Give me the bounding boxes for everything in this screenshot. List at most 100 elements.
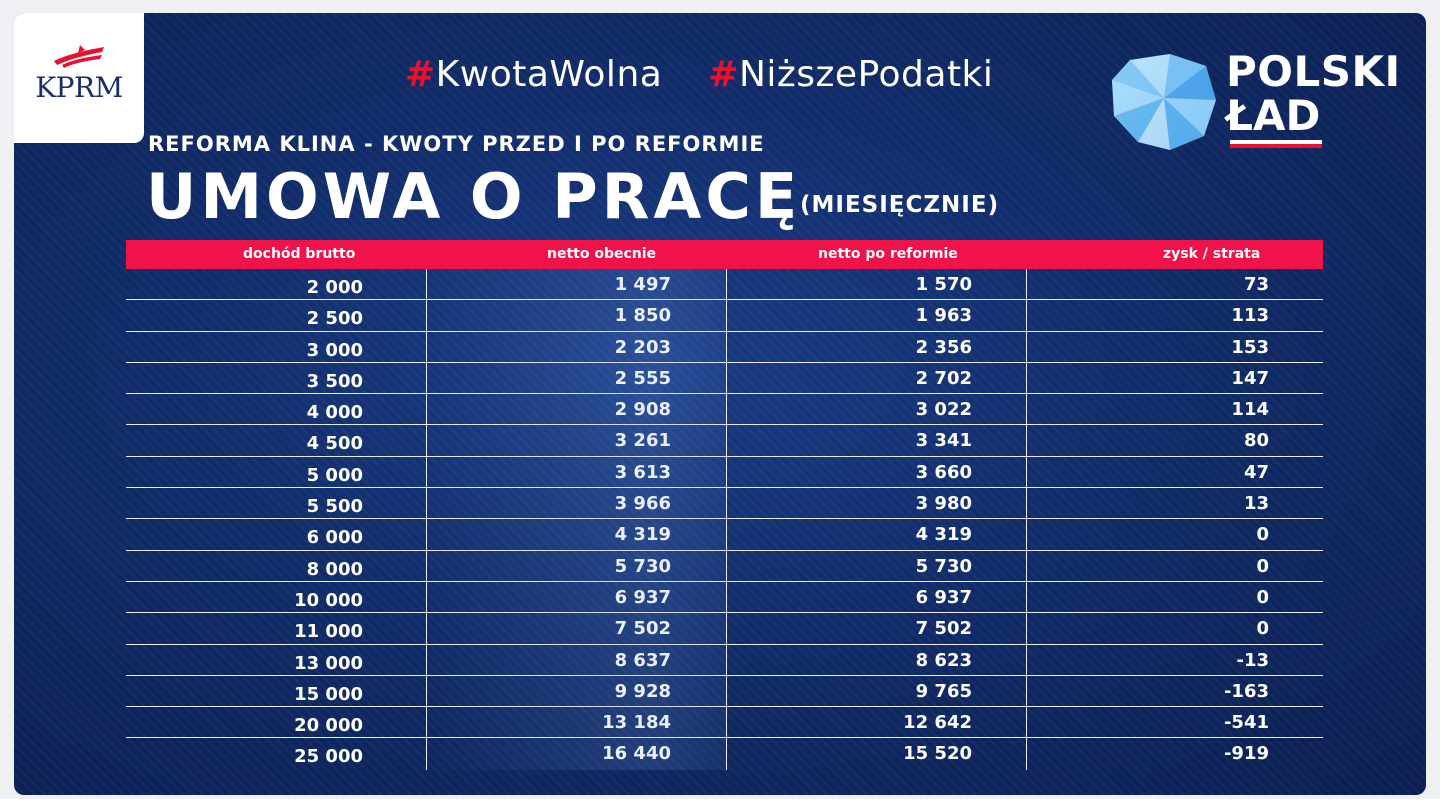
table-body: 2 000 1 497 1 570 73 2 500 1 850 1 963 113 3 000… [126,269,1323,770]
data-table: dochód brutto netto obecnie netto po ref… [126,240,1323,770]
table-cell: -541 [1026,707,1323,738]
table-cell: 0 [1026,581,1323,613]
polski-lad-logo: POLSKI ŁAD [1226,50,1401,138]
table-cell: 113 [1026,300,1323,331]
table-cell: 2 908 [426,394,726,425]
table-cell: -13 [1026,644,1323,675]
table-cell: 6 937 [726,581,1026,613]
table-row: 10 000 6 937 6 937 0 [126,581,1323,614]
table-cell: 9 765 [726,675,1026,707]
footer-strip [0,799,1440,811]
column-header: netto po reformie [818,246,958,262]
hashtags: #KwotaWolna #NiższePodatki [405,54,1027,95]
table-cell: 153 [1026,331,1323,362]
subtitle: REFORMA KLINA - KWOTY PRZED I PO REFORMI… [148,132,765,156]
table-cell: 147 [1026,362,1323,394]
table-cell: 3 966 [426,488,726,519]
table-cell: 3 341 [726,425,1026,456]
table-cell: 80 [1026,425,1323,456]
table-cell: 5 730 [726,550,1026,581]
table-row: 11 000 7 502 7 502 0 [126,613,1323,645]
table-cell: 16 440 [426,738,726,770]
table-cell: 2 500 [306,308,363,330]
table-cell: 1 850 [426,300,726,331]
table-cell: 25 000 [294,746,363,768]
table-cell: 4 500 [306,433,363,455]
table-row: 3 000 2 203 2 356 153 [126,331,1323,363]
logo-line1: POLSKI [1226,47,1401,96]
table-cell: 3 500 [306,370,363,392]
table-cell: 3 261 [426,425,726,456]
table-cell: 3 660 [726,456,1026,488]
table-cell: 12 642 [726,707,1026,738]
table-cell: 15 000 [294,683,363,705]
table-cell: 8 623 [726,644,1026,675]
table-header: dochód brutto netto obecnie netto po ref… [126,240,1323,269]
table-cell: 2 000 [306,277,363,298]
kprm-label: KPRM [35,71,123,104]
table-cell: 47 [1026,456,1323,488]
table-cell: 7 502 [426,613,726,644]
table-row: 4 500 3 261 3 341 80 [126,425,1323,457]
table-row: 25 000 16 440 15 520 -919 [126,738,1323,770]
kprm-logo: KPRM [14,13,144,143]
table-cell: -919 [1026,738,1323,770]
table-row: 2 000 1 497 1 570 73 [126,269,1323,301]
table-cell: 1 570 [726,269,1026,300]
table-row: 5 500 3 966 3 980 13 [126,488,1323,520]
table-row: 6 000 4 319 4 319 0 [126,519,1323,551]
table-row: 8 000 5 730 5 730 0 [126,550,1323,582]
table-cell: 2 555 [426,362,726,394]
table-cell: 3 000 [306,339,363,361]
table-cell: 0 [1026,550,1323,581]
table-cell: 13 [1026,488,1323,519]
table-row: 2 500 1 850 1 963 113 [126,300,1323,332]
table-cell: 114 [1026,394,1323,425]
table-cell: 4 319 [426,519,726,550]
eagle-icon [54,45,104,68]
table-row: 5 000 3 613 3 660 47 [126,456,1323,489]
table-cell: 0 [1026,613,1323,644]
table-row: 20 000 13 184 12 642 -541 [126,707,1323,739]
table-cell: 20 000 [294,715,363,737]
table-cell: 13 000 [294,652,363,674]
table-cell: 15 520 [726,738,1026,770]
hashtag-text: NiższePodatki [738,54,994,95]
table-cell: 4 000 [306,402,363,424]
table-cell: 5 500 [306,496,363,518]
table-cell: 2 702 [726,362,1026,394]
table-row: 4 000 2 908 3 022 114 [126,394,1323,426]
table-cell: 13 184 [426,707,726,738]
table-row: 15 000 9 928 9 765 -163 [126,675,1323,708]
table-cell: 3 613 [426,456,726,488]
table-cell: 6 000 [306,527,363,549]
table-cell: 8 000 [306,558,363,580]
table-cell: 7 502 [726,613,1026,644]
hash-symbol: # [708,54,739,95]
table-cell: -163 [1026,675,1323,707]
table-cell: 5 730 [426,550,726,581]
column-header: zysk / strata [1163,246,1261,262]
table-cell: 3 980 [726,488,1026,519]
table-cell: 2 203 [426,331,726,362]
table-cell: 6 937 [426,581,726,613]
table-cell: 9 928 [426,675,726,707]
polski-lad-map-icon [1112,54,1216,150]
column-header: netto obecnie [547,246,657,262]
table-cell: 2 356 [726,331,1026,362]
table-cell: 1 963 [726,300,1026,331]
logo-line2: ŁAD [1226,91,1321,140]
page-title: UMOWA O PRACĘ [146,160,802,233]
table-cell: 0 [1026,519,1323,550]
table-row: 13 000 8 637 8 623 -13 [126,644,1323,676]
table-cell: 73 [1026,269,1323,300]
table-cell: 3 022 [726,394,1026,425]
table-cell: 11 000 [294,621,363,643]
table-cell: 1 497 [426,269,726,300]
table-cell: 8 637 [426,644,726,675]
flag-stripe [1230,140,1322,148]
hashtag-kwota-wolna: #KwotaWolna [405,54,662,95]
table-cell: 4 319 [726,519,1026,550]
table-cell: 10 000 [294,589,363,611]
hashtag-nizsze-podatki: #NiższePodatki [708,54,993,95]
